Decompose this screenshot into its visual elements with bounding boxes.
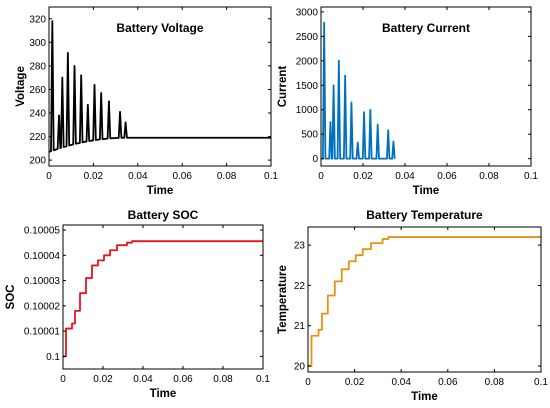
x-tick-label: 0.1 [524, 171, 538, 182]
y-tick-label: 300 [29, 38, 46, 49]
x-tick-label: 0.08 [217, 171, 237, 182]
data-line [63, 240, 263, 358]
y-tick-label: 0.10005 [24, 226, 61, 237]
plot-frame [307, 226, 542, 373]
x-tick-label: 0.08 [479, 171, 499, 182]
y-tick-label: 1000 [296, 105, 319, 116]
data-line [321, 21, 396, 160]
chart-panel-1: 0 0.02 0.04 0.06 0.08 0.1 0 500 1000 1500 2000 2500… [277, 6, 538, 197]
y-tick-label: 20 [294, 361, 306, 372]
x-tick-label: 0.1 [534, 377, 548, 388]
chart-panel-0: 0 0.02 0.04 0.06 0.08 0.1 200 220 240 260 280 300 32… [15, 6, 278, 197]
y-axis-label: Voltage [15, 66, 27, 107]
x-tick-label: 0.04 [133, 374, 153, 385]
x-tick-label: 0 [46, 171, 52, 182]
plot-area [308, 227, 541, 372]
chart-panel-2: 0 0.02 0.04 0.06 0.08 0.1 0.1 0.10001 0.10002 0.1… [5, 208, 270, 400]
x-tick-label: 0.02 [84, 171, 104, 182]
y-tick-label: 23 [294, 241, 306, 252]
y-tick-label: 220 [29, 132, 46, 143]
data-line [48, 20, 271, 153]
y-tick-label: 2500 [296, 32, 319, 43]
x-tick-label: 0 [305, 377, 311, 388]
y-tick-label: 0.10002 [24, 301, 61, 312]
y-axis-label: Temperature [277, 265, 289, 334]
y-tick-label: 3000 [296, 7, 319, 18]
x-tick-label: 0.02 [353, 171, 373, 182]
x-tick-label: 0.04 [128, 171, 148, 182]
y-tick-label: 0.1 [46, 352, 60, 363]
y-axis-label: SOC [5, 285, 17, 310]
x-tick-label: 0.06 [172, 171, 192, 182]
x-axis-label: Time [147, 185, 174, 197]
chart-panel-3: 0 0.02 0.04 0.06 0.08 0.1 20 21 22 23 Battery Temp… [277, 208, 548, 403]
y-tick-label: 0.10001 [24, 327, 61, 338]
x-axis-label: Time [150, 388, 177, 400]
y-tick-label: 2000 [296, 56, 319, 67]
plot-area [63, 225, 263, 369]
y-tick-label: 200 [29, 156, 46, 167]
x-tick-label: 0.06 [437, 171, 457, 182]
x-tick-label: 0.06 [438, 377, 458, 388]
x-tick-label: 0.04 [395, 171, 415, 182]
x-axis-label: Time [413, 185, 440, 197]
y-tick-label: 0 [312, 154, 318, 165]
plot-area [321, 7, 531, 166]
x-tick-label: 0.08 [485, 377, 505, 388]
y-tick-label: 1500 [296, 81, 319, 92]
x-tick-label: 0.04 [391, 377, 411, 388]
chart-title: Battery Current [382, 21, 470, 35]
x-axis-label: Time [411, 391, 438, 403]
y-tick-label: 240 [29, 109, 46, 120]
chart-title: Battery Voltage [116, 21, 203, 35]
y-tick-label: 22 [294, 281, 306, 292]
x-tick-label: 0.1 [264, 171, 278, 182]
plot-frame [320, 6, 532, 167]
x-tick-label: 0.02 [345, 377, 365, 388]
x-tick-label: 0 [318, 171, 324, 182]
y-tick-label: 260 [29, 85, 46, 96]
chart-title: Battery Temperature [366, 208, 483, 222]
y-tick-label: 0.10003 [24, 276, 61, 287]
data-line [308, 236, 541, 367]
chart-title: Battery SOC [128, 208, 199, 222]
y-tick-label: 0.10004 [24, 251, 61, 262]
x-tick-label: 0.1 [256, 374, 270, 385]
x-tick-label: 0 [60, 374, 66, 385]
y-tick-label: 500 [301, 130, 318, 141]
y-tick-label: 320 [29, 14, 46, 25]
y-axis-label: Current [277, 66, 289, 108]
x-tick-label: 0.08 [213, 374, 233, 385]
y-tick-label: 280 [29, 61, 46, 72]
plot-frame [48, 6, 272, 167]
plot-frame [62, 224, 264, 370]
x-tick-label: 0.02 [93, 374, 113, 385]
y-tick-label: 21 [294, 321, 306, 332]
x-tick-label: 0.06 [173, 374, 193, 385]
